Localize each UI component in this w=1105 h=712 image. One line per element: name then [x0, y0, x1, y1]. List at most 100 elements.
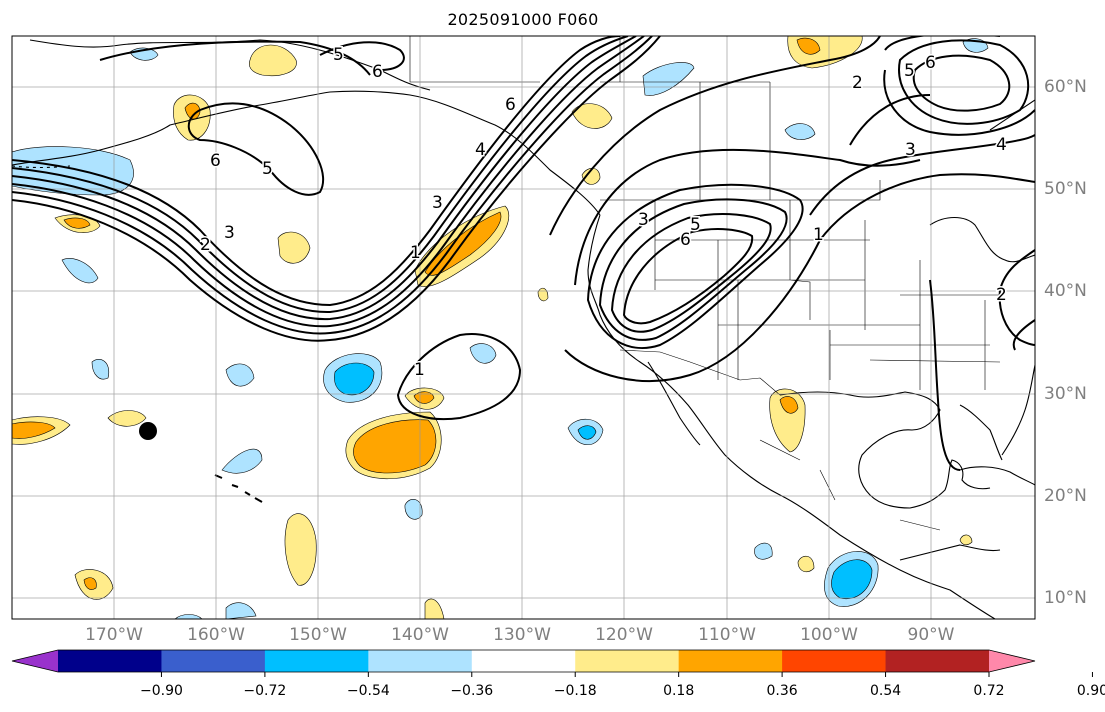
positive-anomaly-region	[83, 577, 97, 590]
colorbar-segment	[161, 650, 266, 672]
colorbar-label: 0.36	[766, 683, 798, 699]
negative-anomaly-region	[754, 542, 773, 560]
positive-anomaly-region	[797, 555, 815, 573]
colorbar-label: 0.90	[1076, 683, 1105, 699]
lon-label: 170°W	[85, 625, 143, 645]
contour-line	[912, 54, 1011, 112]
positive-anomaly-region	[12, 421, 56, 439]
contour-label: 5	[690, 215, 701, 235]
positive-anomaly-region	[353, 419, 437, 474]
contour-label: 2	[852, 73, 863, 93]
contour-label: 3	[905, 140, 916, 160]
us-state-borders	[654, 200, 1001, 390]
negative-anomaly-region	[642, 62, 695, 96]
negative-anomaly-region	[225, 363, 255, 387]
negative-anomaly-region	[221, 448, 263, 474]
contour-label: 3	[638, 210, 649, 230]
lat-label: 50°N	[1044, 179, 1087, 199]
lat-label: 40°N	[1044, 281, 1087, 301]
contour-label: 6	[925, 53, 936, 73]
positive-anomaly-region	[779, 396, 799, 414]
contour-line	[12, 36, 661, 342]
negative-anomaly-region	[61, 258, 99, 284]
positive-anomaly-region	[277, 231, 311, 264]
colorbar-segment	[368, 650, 473, 672]
lon-label: 160°W	[187, 625, 245, 645]
canada-provincial-border	[470, 36, 771, 200]
colorbar	[11, 649, 1093, 677]
contour-line	[549, 36, 881, 236]
contour-line	[12, 36, 645, 328]
contour-line	[1012, 319, 1035, 351]
contour-label: 1	[410, 243, 421, 263]
contour-label: 6	[680, 230, 691, 250]
mexico-state-borders	[759, 439, 941, 531]
political-borders	[409, 36, 1001, 531]
colorbar-segment	[471, 650, 576, 672]
contour-line	[898, 39, 1030, 125]
lon-label: 140°W	[391, 625, 449, 645]
contour-label: 3	[432, 193, 443, 213]
contour-line	[998, 249, 1035, 346]
colorbar-segment	[782, 650, 887, 672]
central-america-coast	[899, 544, 1001, 561]
negative-anomaly-region	[577, 425, 597, 440]
contour-line	[610, 213, 772, 333]
alaska-canada-border	[409, 36, 470, 83]
florida-coast	[959, 404, 1003, 461]
aleutian-islands	[12, 165, 71, 169]
contour-line	[396, 333, 522, 421]
positive-anomaly-region	[284, 513, 317, 586]
negative-anomaly-region	[469, 343, 497, 364]
positive-anomaly-region	[107, 410, 147, 427]
colorbar-extend-min	[12, 650, 58, 672]
contour-label: 5	[333, 45, 344, 65]
positive-anomaly-region	[959, 534, 973, 546]
positive-anomaly-region	[424, 598, 445, 619]
contour-lines	[12, 36, 1035, 471]
alaska-north-coast	[29, 39, 431, 91]
negative-anomaly-region	[334, 362, 375, 396]
contour-label: 2	[200, 235, 211, 255]
contour-line	[564, 173, 1035, 382]
contour-line	[883, 36, 1035, 136]
negative-anomaly-region	[225, 602, 257, 619]
contour-label: 4	[996, 135, 1007, 155]
contour-line	[598, 198, 788, 341]
contour-line	[12, 36, 653, 335]
contour-label: 4	[475, 140, 486, 160]
colorbar-label: 0.18	[663, 683, 695, 699]
contour-label: 2	[996, 285, 1007, 305]
positive-anomaly-region	[184, 102, 201, 120]
negative-anomaly-region	[831, 559, 873, 600]
lon-label: 90°W	[907, 625, 955, 645]
lat-label: 30°N	[1044, 384, 1087, 404]
positive-anomaly-region	[537, 287, 549, 302]
positive-anomaly-region	[581, 167, 601, 185]
anomaly-shading	[12, 36, 989, 619]
colorbar-segment	[885, 650, 990, 672]
colorbar-outline	[11, 649, 1036, 673]
contour-line	[929, 279, 961, 471]
cuba	[959, 466, 1035, 486]
contour-line	[319, 41, 405, 71]
negative-anomaly-region	[91, 359, 110, 380]
black-dot-marker	[139, 422, 157, 440]
negative-anomaly-region	[12, 146, 134, 196]
contour-label: 6	[505, 95, 516, 115]
map-panel: 5 6 6 5 2 3 1 3 4 6 3 5 6 1 2 5 6 3 4 1 …	[12, 36, 1035, 619]
contour-labels: 5 6 6 5 2 3 1 3 4 6 3 5 6 1 2 5 6 3 4 1 …	[199, 44, 1009, 382]
lat-label: 10°N	[1044, 588, 1087, 608]
colorbar-label: −0.90	[139, 683, 183, 699]
map-frame	[11, 35, 1036, 620]
contour-line	[622, 228, 754, 325]
colorbar-extend-max	[989, 650, 1035, 672]
hawaii-islands	[214, 474, 263, 503]
contour-line	[849, 94, 931, 146]
positive-anomaly-region	[63, 217, 91, 229]
contour-label: 5	[904, 61, 915, 81]
contour-label: 3	[224, 223, 235, 243]
colorbar-label: −0.18	[553, 683, 597, 699]
coastlines	[12, 39, 1035, 619]
